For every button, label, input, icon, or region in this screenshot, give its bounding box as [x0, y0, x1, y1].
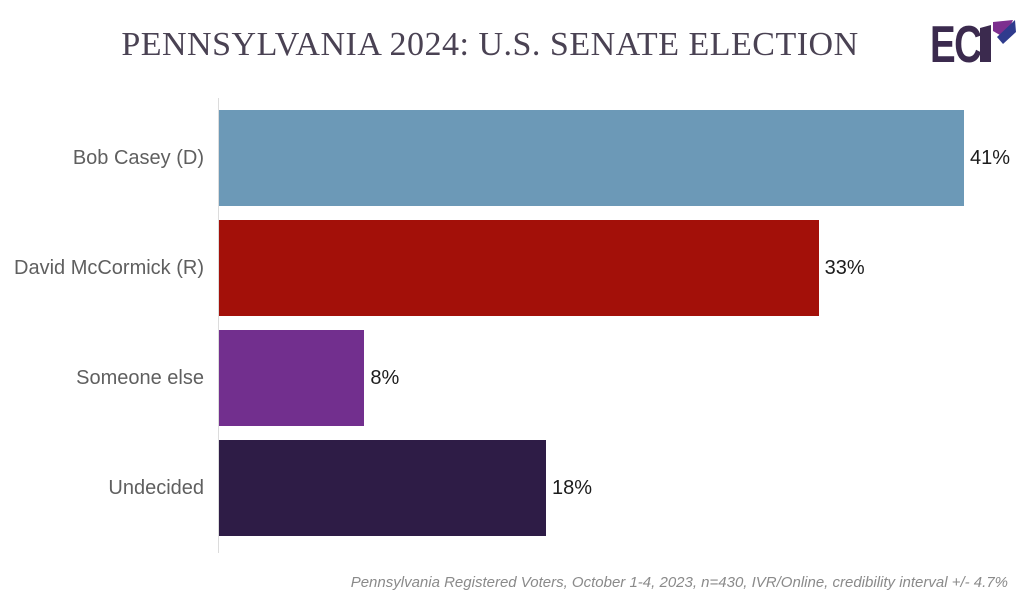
- bar-label: Bob Casey (D): [72, 146, 204, 169]
- bar-label: David McCormick (R): [14, 256, 204, 279]
- source-note: Pennsylvania Registered Voters, October …: [350, 574, 1008, 591]
- chart-title: PENNSYLVANIA 2024: U.S. SENATE ELECTION: [121, 26, 859, 63]
- bar: [219, 110, 964, 206]
- bar-label: Undecided: [108, 476, 204, 499]
- bar: [219, 330, 365, 426]
- ecp-logo-letters: EC: [930, 18, 983, 66]
- ecp-logo: EC: [930, 18, 1016, 66]
- bar-value-label: 8%: [370, 366, 400, 389]
- bar-track: 8%: [219, 330, 1024, 426]
- bar-track: 41%: [219, 110, 1024, 206]
- bar-value-label: 33%: [824, 256, 865, 279]
- ecp-logo-p-glyph: [980, 20, 1016, 62]
- bar: [219, 440, 547, 536]
- bar-row: Bob Casey (D) 41%: [0, 110, 1024, 206]
- bar-row: David McCormick (R) 33%: [0, 220, 1024, 316]
- y-axis-line: [218, 98, 219, 553]
- bar-value-label: 41%: [969, 146, 1010, 169]
- bar-row: Undecided 18%: [0, 440, 1024, 536]
- bar: [219, 220, 819, 316]
- bar-value-label: 18%: [552, 476, 593, 499]
- bar-rows: Bob Casey (D) 41% David McCormick (R) 33% So…: [0, 110, 1024, 550]
- bar-label: Someone else: [76, 366, 204, 389]
- svg-text:EC: EC: [930, 18, 981, 66]
- bar-track: 18%: [219, 440, 1024, 536]
- bar-row: Someone else 8%: [0, 330, 1024, 426]
- bar-track: 33%: [219, 220, 1024, 316]
